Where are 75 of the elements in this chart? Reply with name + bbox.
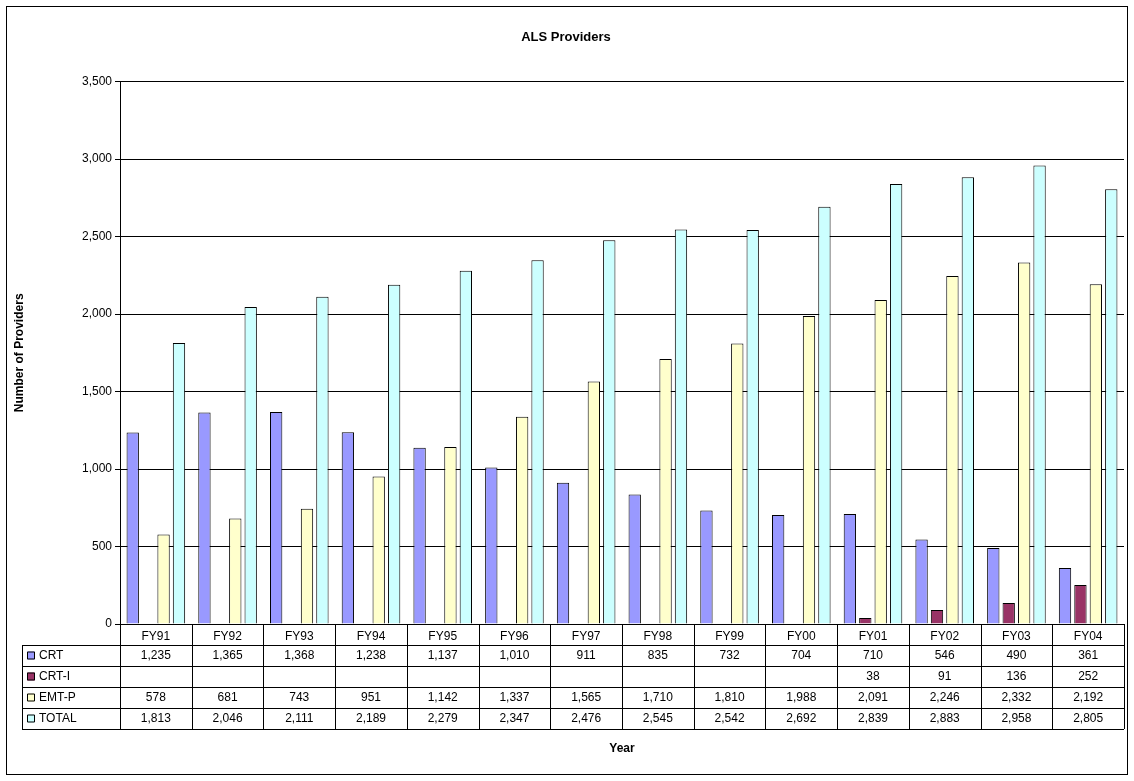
- x-tick-label: FY98: [643, 628, 673, 643]
- x-tick-label: FY04: [1073, 628, 1103, 643]
- x-tick-label: FY99: [715, 628, 745, 643]
- x-tick-label: FY95: [428, 628, 458, 643]
- data-label: 743: [289, 689, 310, 704]
- y-tick-label: 1,000: [81, 461, 113, 476]
- legend-label: EMT-P: [39, 689, 76, 704]
- data-label: 1,238: [355, 647, 387, 662]
- data-label: 2,347: [499, 710, 530, 725]
- data-label: 2,246: [929, 689, 961, 704]
- y-tick-label: 2,000: [81, 306, 113, 321]
- text: Year: [609, 741, 636, 756]
- y-tick-label: 1,500: [81, 383, 113, 398]
- data-label: 2,091: [857, 689, 889, 704]
- data-label: 1,142: [427, 689, 459, 704]
- data-label: 136: [1006, 668, 1027, 683]
- y-axis-title: Number of Providers: [11, 293, 26, 413]
- data-label: 2,542: [714, 710, 745, 725]
- data-label: 1,235: [140, 647, 172, 662]
- data-label: 2,958: [1001, 710, 1032, 725]
- data-label: 1,988: [786, 689, 817, 704]
- data-label: 2,189: [355, 710, 387, 725]
- data-label: 2,545: [642, 710, 674, 725]
- data-label: 91: [938, 668, 952, 683]
- y-tick-label: 3,000: [81, 151, 113, 166]
- x-tick-label: FY93: [284, 628, 314, 643]
- data-label: 490: [1006, 647, 1027, 662]
- legend-label: CRT-I: [39, 668, 71, 683]
- data-label: 1,710: [642, 689, 674, 704]
- x-tick-label: FY92: [213, 628, 243, 643]
- x-tick-label: FY00: [786, 628, 816, 643]
- data-label: 2,046: [212, 710, 243, 725]
- chart-title: ALS Providers: [521, 29, 611, 45]
- y-tick-label: 3,500: [81, 73, 113, 88]
- y-tick-label: 500: [91, 538, 113, 553]
- data-label: 2,839: [857, 710, 889, 725]
- data-label: 1,337: [499, 689, 530, 704]
- data-label: 1,813: [140, 710, 172, 725]
- data-label: 361: [1078, 647, 1099, 662]
- data-label: 710: [862, 647, 884, 662]
- data-label: 911: [576, 647, 597, 662]
- y-tick-label: 0: [105, 616, 113, 631]
- data-label: 2,279: [427, 710, 459, 725]
- x-tick-label: FY94: [356, 628, 386, 643]
- data-label: 704: [791, 647, 812, 662]
- data-label: 2,805: [1073, 710, 1104, 725]
- data-label: 1,368: [284, 647, 315, 662]
- data-label: 1,137: [427, 647, 459, 662]
- data-label: 2,192: [1073, 689, 1104, 704]
- data-label: 252: [1078, 668, 1099, 683]
- x-tick-label: FY97: [571, 628, 601, 643]
- data-label: 546: [934, 647, 956, 662]
- data-label: 2,883: [929, 710, 961, 725]
- y-tick-label: 2,500: [81, 228, 113, 243]
- data-label: 578: [145, 689, 167, 704]
- data-label: 1,365: [212, 647, 243, 662]
- data-label: 835: [647, 647, 669, 662]
- x-tick-label: FY91: [141, 628, 171, 643]
- x-tick-label: FY03: [1002, 628, 1032, 643]
- data-label: 732: [719, 647, 740, 662]
- x-tick-label: FY02: [930, 628, 960, 643]
- legend-label: TOTAL: [39, 710, 77, 725]
- data-label: 2,692: [786, 710, 817, 725]
- data-label: 2,476: [571, 710, 602, 725]
- data-label: 1,810: [714, 689, 745, 704]
- data-label: 2,332: [1001, 689, 1032, 704]
- data-label: 2,111: [285, 710, 314, 725]
- data-label: 38: [866, 668, 880, 683]
- data-label: 951: [360, 689, 382, 704]
- data-label: 1,565: [571, 689, 602, 704]
- x-tick-label: FY01: [858, 628, 888, 643]
- x-tick-label: FY96: [500, 628, 530, 643]
- legend-label: CRT: [39, 647, 65, 662]
- data-label: 1,010: [499, 647, 530, 662]
- data-label: 681: [217, 689, 238, 704]
